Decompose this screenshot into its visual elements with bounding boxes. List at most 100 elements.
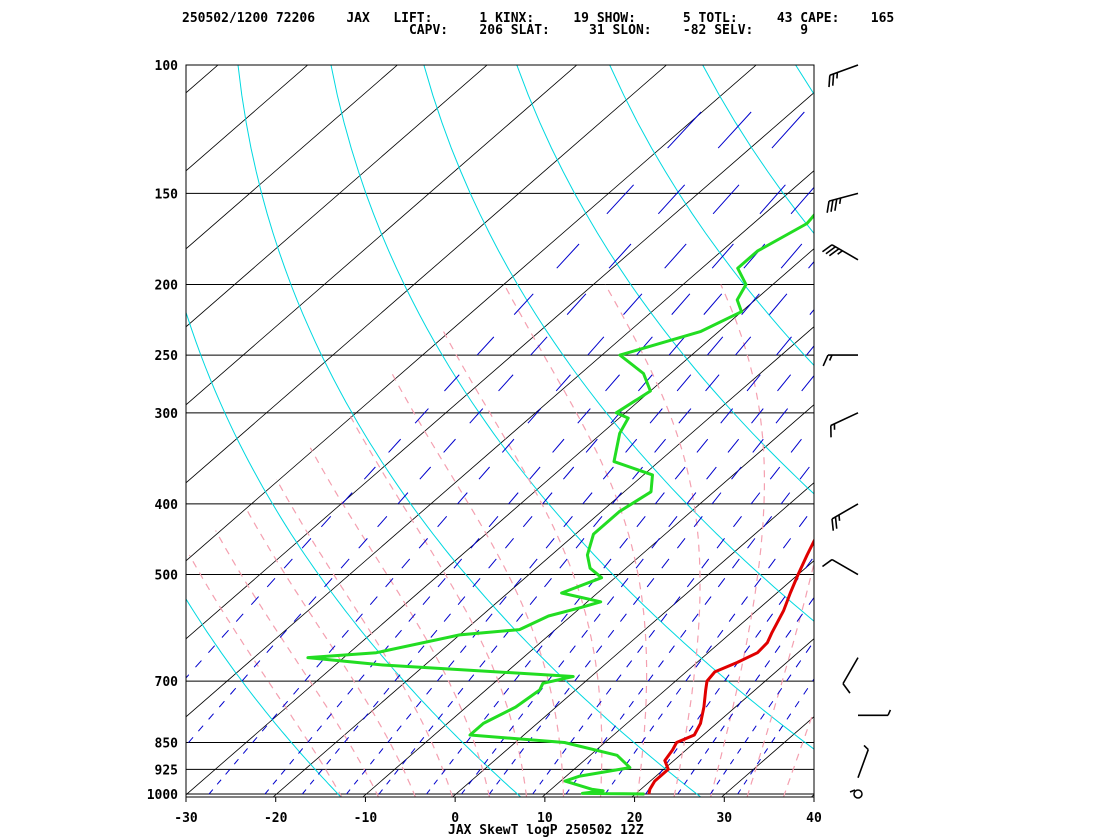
mixing-ratio-dash [822,578,828,587]
mixing-ratio-dash [554,758,559,765]
mixing-ratio-dash [743,779,748,785]
mixing-ratio-dash [529,466,541,480]
mixing-ratio-dash [301,538,312,549]
mixing-ratio-dash [418,538,428,549]
mixing-ratio-dash [437,713,443,720]
mixing-ratio-dash [593,516,603,528]
dry-adiabat [609,65,814,367]
wind-barb [842,657,859,694]
mixing-ratio-dash [667,111,702,149]
wind-barb [831,503,859,531]
mixing-ratio-dash [657,713,663,720]
wind-barb [858,709,892,717]
mixing-ratio-dash [636,516,646,528]
mixing-ratio-dash [605,374,620,392]
mixing-ratio-dash [524,660,531,668]
barb-feather [838,197,842,204]
dry-adiabat [866,32,1120,813]
dry-adiabat [956,32,1120,813]
mixing-ratio-dash [632,466,643,480]
mixing-ratio-dash [705,700,711,708]
mixing-ratio-dash [736,700,742,708]
mixing-ratio-dash [937,244,956,268]
mixing-ratio-dash [485,613,493,622]
mixing-ratio-dash [230,687,237,695]
mixing-ratio-dash [693,516,703,528]
mixing-ratio-dash [636,336,653,356]
mixing-ratio-dash [606,596,615,606]
mixing-ratio-dash [775,408,789,424]
mixing-ratio-dash [100,770,104,775]
mixing-ratio-dash [519,748,524,754]
dry-adiabat [330,65,814,750]
mixing-ratio-dash [808,260,814,269]
mixing-ratio-dash [1034,112,1064,148]
barb-feather [887,709,892,716]
mixing-ratio-dash [186,674,190,679]
mixing-ratio-dash [119,748,123,753]
mixing-ratio-dash [628,700,634,708]
mixing-ratio-dash [1061,112,1090,148]
mixing-ratio-dash [488,789,494,795]
mixing-ratio-dash [606,184,634,215]
mixing-ratio-dash [394,629,402,638]
moist-adiabat [710,284,765,797]
mixing-ratio-dash [530,336,548,356]
barb-staff [857,749,870,779]
mixing-ratio-dash [453,558,463,569]
mixing-ratio-dash [891,439,901,452]
mixing-ratio-dash [355,613,363,622]
mixing-ratio-dash [676,374,692,392]
mixing-ratio-dash [490,645,498,654]
mixing-ratio-dash [611,492,622,505]
mixing-ratio-dash [385,577,394,588]
barb-feather [821,558,833,568]
mixing-ratio-dash [559,558,568,569]
mixing-ratio-dash [556,243,580,269]
mixing-ratio-dash [746,374,761,392]
mixing-ratio-dash [803,687,809,695]
mixing-ratio-dash [266,577,276,588]
barb-staff [829,64,859,77]
mixing-ratio-dash [754,674,761,682]
mixing-ratio-dash [536,725,542,732]
mixing-ratio-dash [426,687,432,695]
mixing-ratio-dash [208,713,214,720]
mixing-ratio-dash [884,112,915,148]
mixing-ratio-dash [848,112,880,148]
temperature-tick-label: 30 [716,811,732,826]
mixing-ratio-dash [378,748,384,754]
mixing-ratio-dash [504,538,514,549]
mixing-ratio-dash [940,409,951,424]
mixing-ratio-dash [865,559,871,568]
mixing-ratio-dash [92,780,96,785]
mixing-ratio-dash [266,645,274,654]
mixing-ratio-dash [712,737,717,743]
mixing-ratio-dash [930,337,944,355]
mixing-ratio-dash [488,515,499,528]
mixing-ratio-dash [544,578,552,588]
mixing-ratio-dash [798,516,808,528]
isotherm-line [0,32,77,813]
moist-adiabat [746,560,814,797]
mixing-ratio-dash [422,596,431,606]
mixing-ratio-dash [472,578,481,588]
mixing-ratio-dash [752,725,757,732]
mixing-ratio-dash [723,769,728,775]
mixing-ratio-dash [575,538,585,549]
mixing-ratio-dash [619,538,628,549]
moist-adiabat [245,507,417,797]
mixing-ratio-dash [478,466,490,480]
dry-adiabat [237,65,702,797]
mixing-ratio-dash [785,629,792,638]
mixing-ratio-dash [346,789,351,795]
isotherm-line [186,65,488,328]
mixing-ratio-dash [818,112,850,148]
mixing-ratio-dash [971,439,981,452]
mixing-ratio-dash [635,558,644,569]
mixing-ratio-dash [252,736,258,743]
isotherm-line [541,560,814,797]
mixing-ratio-dash [1098,185,1120,214]
mixing-ratio-dash [511,758,516,765]
mixing-ratio-dash [233,758,239,765]
